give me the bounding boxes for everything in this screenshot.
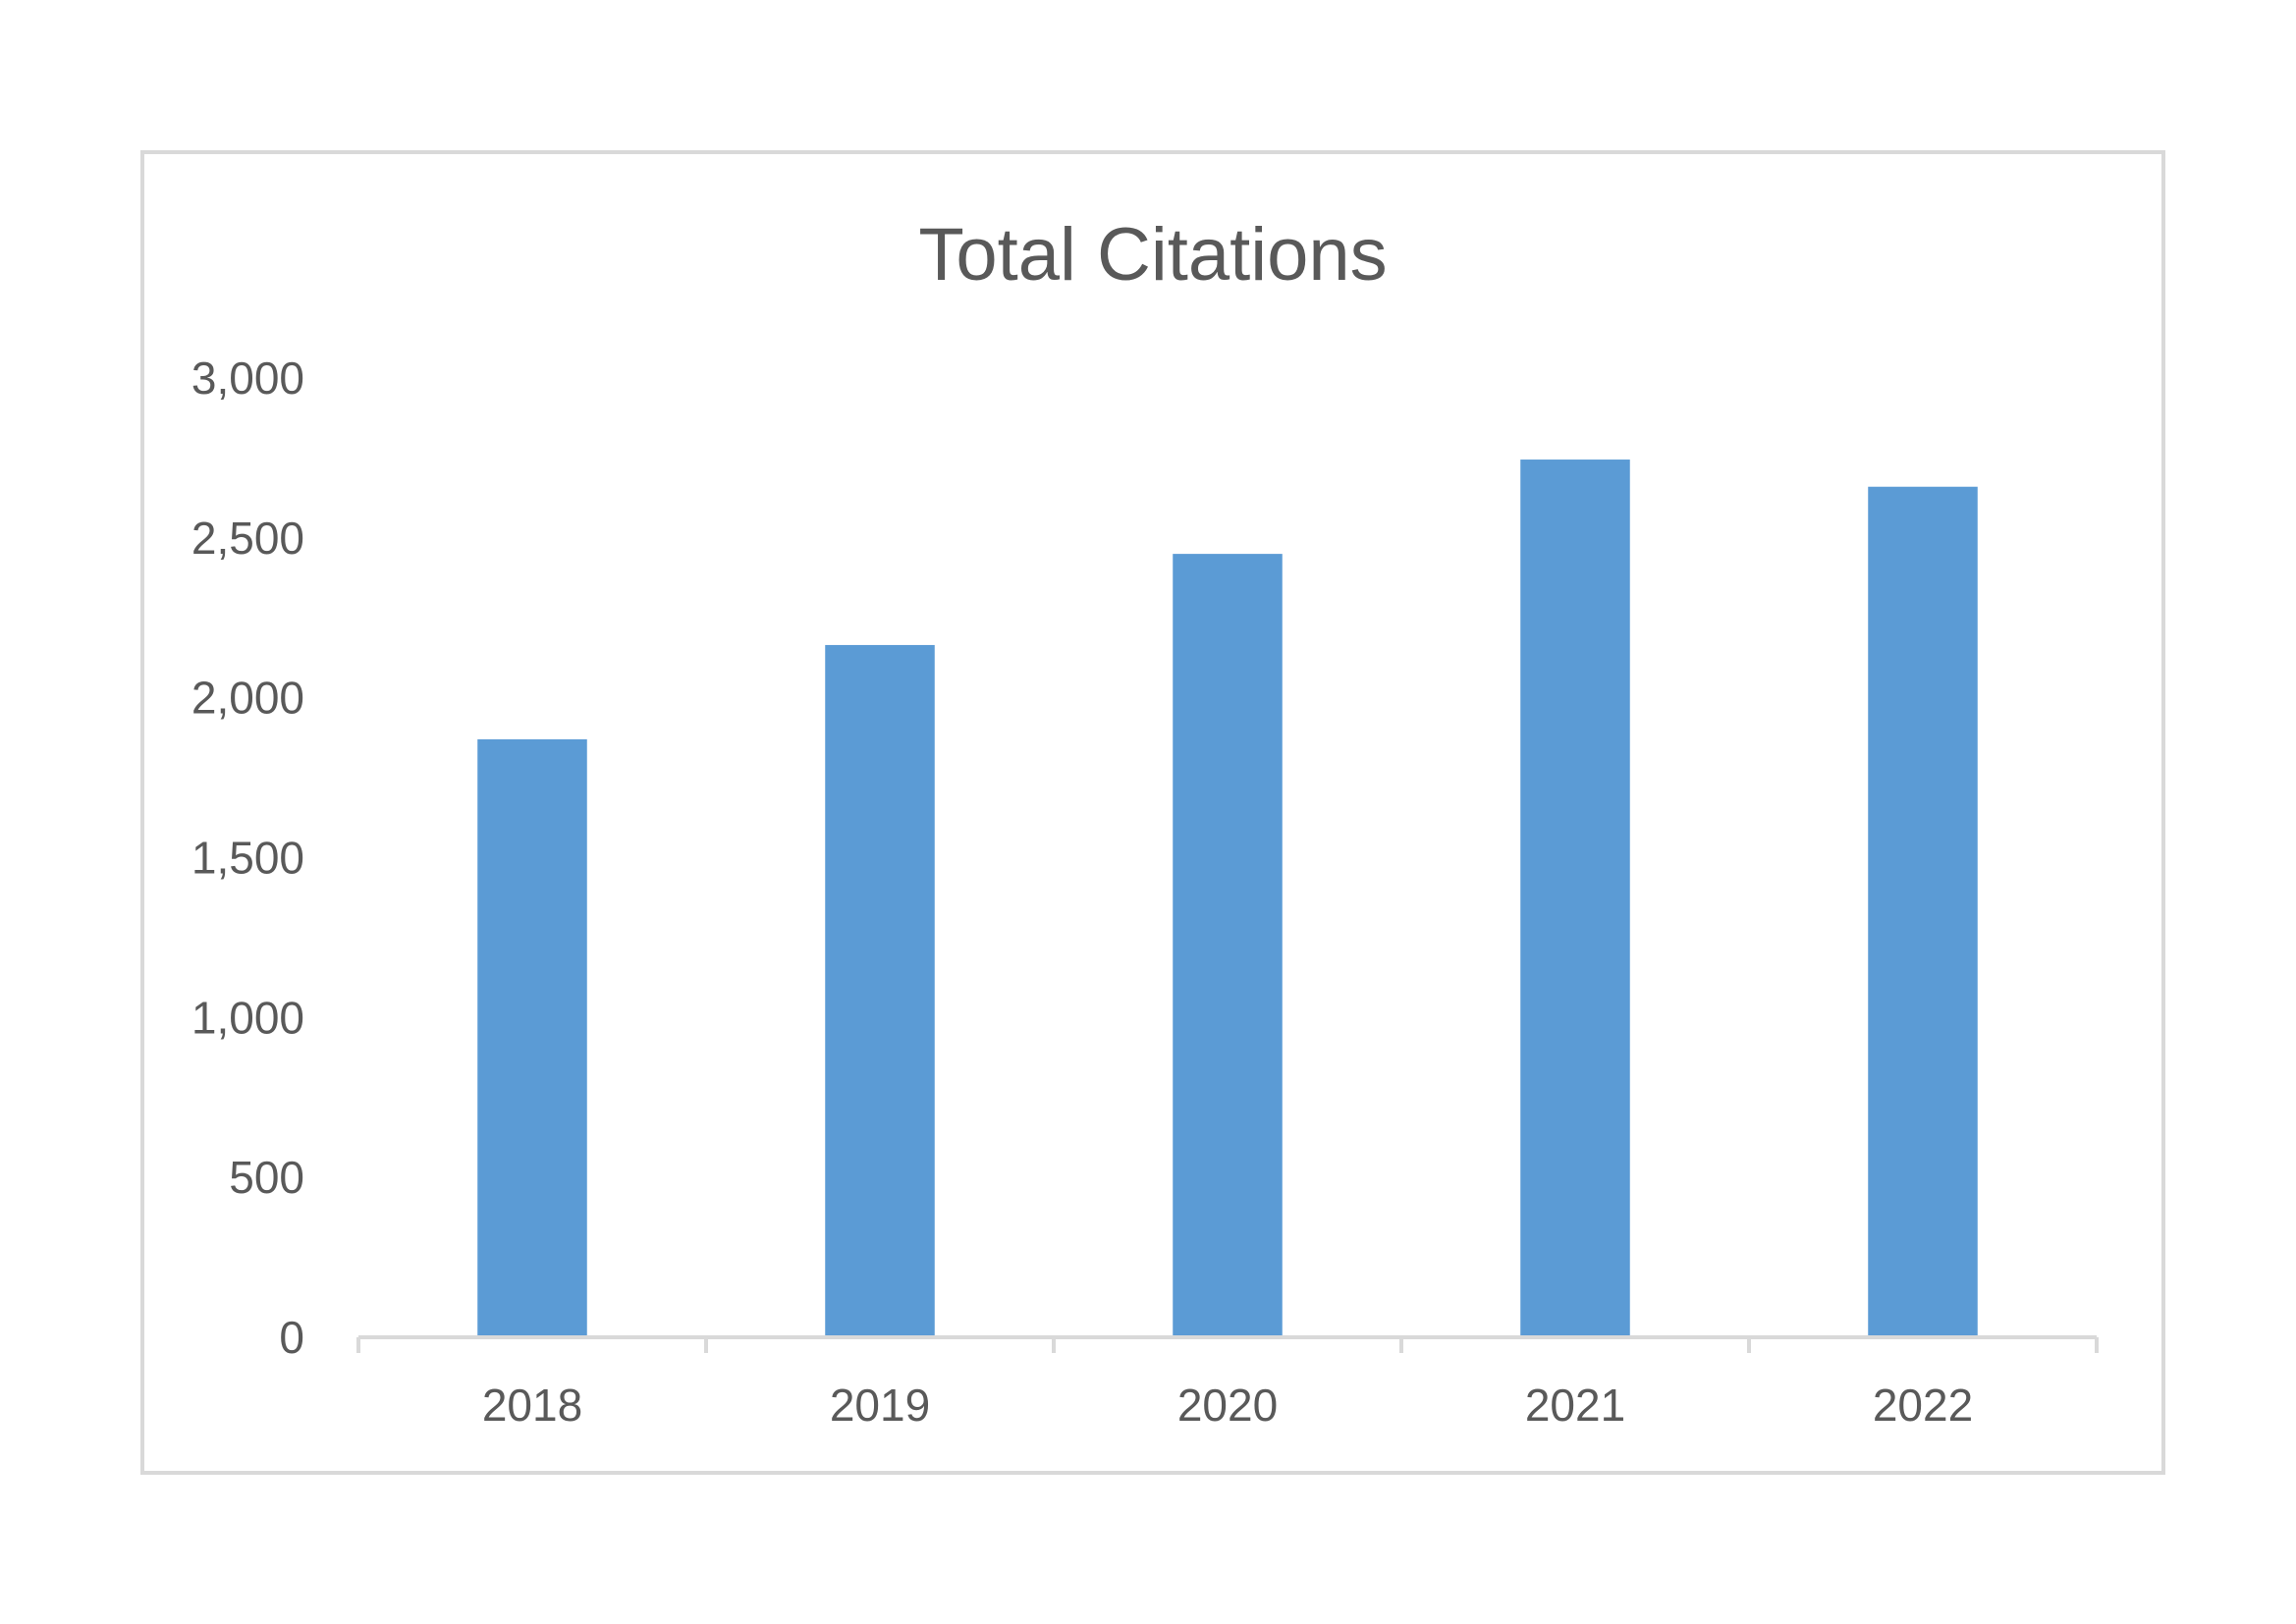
x-tick-label: 2020 (1177, 1380, 1278, 1431)
y-tick-label: 1,500 (191, 833, 304, 884)
x-tick-label: 2022 (1873, 1380, 1973, 1431)
bar-2021 (1520, 460, 1630, 1337)
x-tick-label: 2018 (482, 1380, 582, 1431)
bar-2018 (477, 739, 587, 1337)
y-tick-label: 2,500 (191, 513, 304, 564)
chart-title: Total Citations (918, 213, 1387, 297)
x-axis: 2018 2019 2020 2021 2022 (356, 1335, 2099, 1431)
x-tick-label: 2021 (1525, 1380, 1625, 1431)
bars-group (477, 460, 1978, 1337)
bar-2020 (1173, 554, 1283, 1337)
y-tick-label: 1,000 (191, 992, 304, 1043)
y-tick-label: 0 (279, 1312, 304, 1363)
y-axis: 0 500 1,000 1,500 2,000 2,500 3,000 (191, 352, 304, 1363)
y-tick-label: 2,000 (191, 673, 304, 724)
bar-2022 (1868, 486, 1978, 1337)
x-tick-label: 2019 (830, 1380, 930, 1431)
bar-2019 (825, 644, 935, 1337)
y-tick-label: 500 (229, 1152, 304, 1203)
y-tick-label: 3,000 (191, 352, 304, 404)
